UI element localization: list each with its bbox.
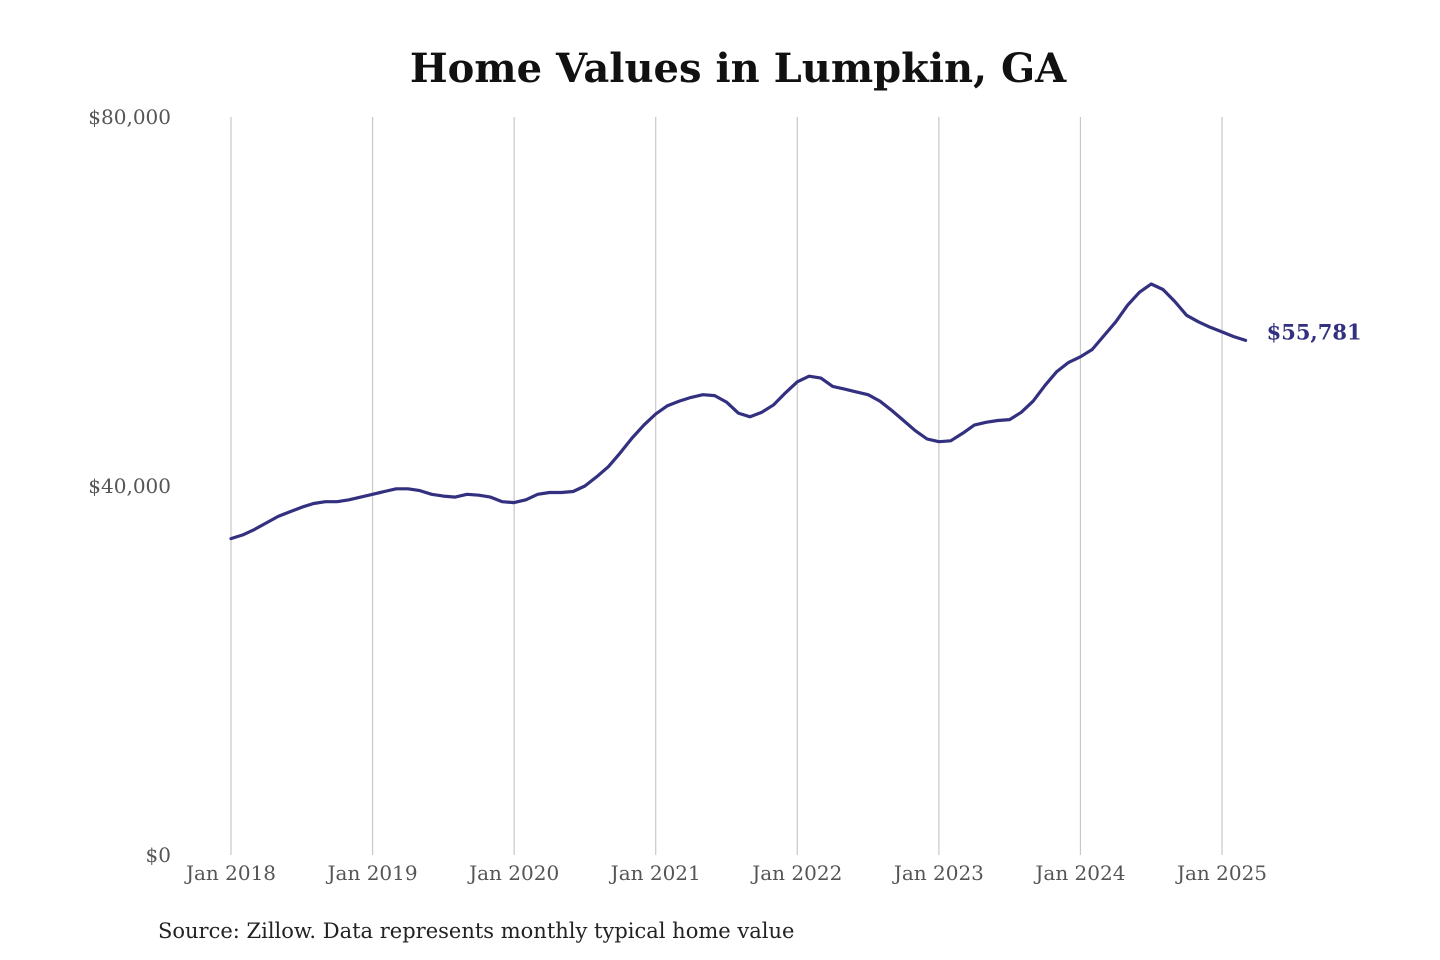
y-tick-label: $0 (146, 843, 171, 867)
x-tick-label: Jan 2023 (892, 861, 984, 885)
x-axis-ticks: Jan 2018 Jan 2019 Jan 2020 Jan 2021 Jan 2022… (184, 861, 1267, 885)
x-tick-label: Jan 2018 (184, 861, 276, 885)
x-tick-label: Jan 2024 (1033, 861, 1125, 885)
gridlines (230, 117, 1223, 855)
y-tick-label: $80,000 (88, 105, 171, 129)
source-note: Source: Zillow. Data represents monthly … (158, 919, 794, 943)
chart-title: Home Values in Lumpkin, GA (410, 45, 1067, 92)
home-value-line (229, 282, 1248, 541)
x-tick-label: Jan 2020 (467, 861, 559, 885)
x-tick-label: Jan 2019 (326, 861, 418, 885)
y-tick-label: $40,000 (88, 474, 171, 498)
x-tick-label: Jan 2025 (1175, 861, 1267, 885)
x-tick-label: Jan 2021 (609, 861, 701, 885)
latest-value-label: $55,781 (1267, 319, 1362, 344)
x-tick-label: Jan 2022 (750, 861, 842, 885)
y-axis-ticks: $0 $40,000 $80,000 (88, 105, 171, 867)
